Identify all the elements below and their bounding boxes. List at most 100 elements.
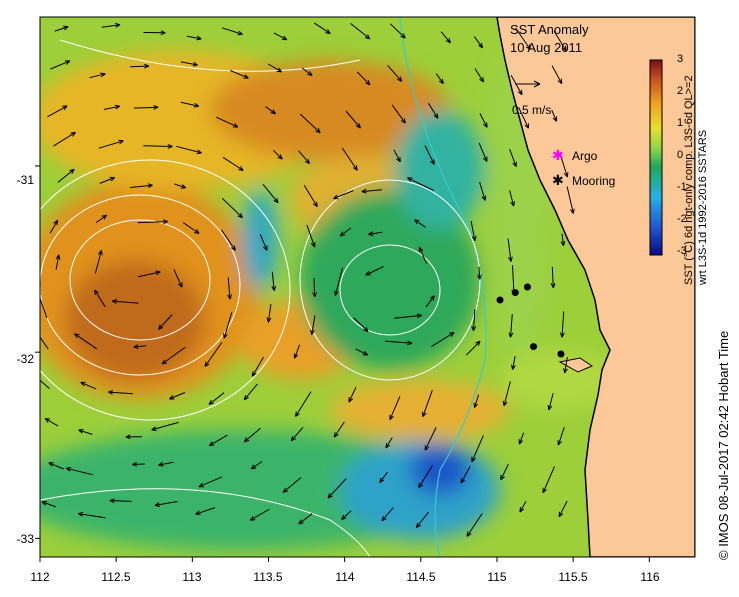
current-arrow xyxy=(182,222,200,234)
current-arrow xyxy=(267,63,283,73)
current-arrow xyxy=(460,466,471,484)
current-arrow xyxy=(40,379,50,389)
current-arrow xyxy=(298,513,313,525)
current-arrow xyxy=(431,332,455,348)
credit: © IMOS 08-Jul-2017 02:42 Hobart Time xyxy=(716,330,731,560)
current-arrow xyxy=(379,471,388,484)
current-arrow xyxy=(290,426,304,442)
current-arrow xyxy=(103,104,121,110)
current-arrow xyxy=(89,72,106,79)
current-arrow xyxy=(80,381,97,390)
current-arrow xyxy=(243,383,258,401)
current-arrow xyxy=(249,508,270,521)
current-arrow xyxy=(327,478,347,499)
x-tick: 113.5 xyxy=(253,570,283,584)
current-arrow xyxy=(415,511,429,529)
land xyxy=(496,17,695,557)
current-arrow xyxy=(215,116,239,128)
current-arrow xyxy=(345,110,361,129)
current-arrow xyxy=(77,511,106,519)
colorbar-tick: -1 xyxy=(677,181,687,193)
current-arrow xyxy=(470,220,477,241)
current-arrow xyxy=(551,65,563,85)
colorbar-tick: 2 xyxy=(677,85,684,97)
current-arrow xyxy=(95,214,108,224)
current-arrow xyxy=(424,145,435,165)
current-arrow xyxy=(180,61,198,67)
current-arrow xyxy=(301,67,313,76)
argo-symbol: ✱ xyxy=(552,147,564,163)
x-tick: 115.5 xyxy=(558,570,588,584)
colorbar-tick: 1 xyxy=(677,117,684,129)
x-tick: 115 xyxy=(487,570,507,584)
current-arrow xyxy=(425,295,435,308)
mooring-marker xyxy=(511,289,519,297)
colorbar-label-line1: SST (°C) 6d ngt-only comp. L3S-6d QL>=2 xyxy=(683,75,695,285)
current-arrow xyxy=(509,148,517,168)
current-arrow xyxy=(243,427,261,443)
current-arrow xyxy=(355,348,369,356)
current-arrow xyxy=(510,75,523,96)
ssh-contours xyxy=(40,39,481,557)
current-arrow xyxy=(133,105,159,110)
current-arrow xyxy=(143,143,173,149)
current-arrow xyxy=(132,461,145,467)
current-arrow xyxy=(515,27,531,50)
current-arrow xyxy=(112,299,139,304)
current-arrow xyxy=(272,149,283,160)
current-arrow xyxy=(53,131,76,147)
current-arrow xyxy=(381,507,394,522)
current-arrow xyxy=(65,466,94,476)
current-arrow xyxy=(310,315,316,335)
legend-argo-label: Argo xyxy=(572,149,598,163)
current-arrow xyxy=(384,340,413,346)
current-arrow xyxy=(519,501,527,513)
current-arrow xyxy=(471,308,477,332)
current-arrow xyxy=(94,289,106,308)
x-tick: 114 xyxy=(335,570,355,584)
current-arrow xyxy=(151,421,179,431)
current-arrow xyxy=(137,219,169,225)
current-vectors xyxy=(40,22,575,537)
current-arrow xyxy=(553,30,567,52)
current-arrow xyxy=(509,190,515,207)
mooring-marker xyxy=(496,296,504,304)
map-date: 10 Aug 2011 xyxy=(510,40,583,55)
mooring-symbol: ✱ xyxy=(552,172,564,188)
current-arrow xyxy=(479,182,487,201)
current-arrow xyxy=(306,224,316,248)
current-arrow xyxy=(298,150,310,165)
current-arrow xyxy=(208,392,225,405)
x-tick: 112 xyxy=(30,570,50,584)
current-arrow xyxy=(418,465,433,489)
current-arrow xyxy=(186,35,202,41)
current-arrow xyxy=(221,229,236,251)
current-arrow xyxy=(356,71,371,86)
current-arrow xyxy=(414,219,426,228)
current-arrow xyxy=(424,427,437,451)
current-arrow xyxy=(44,418,59,427)
current-arrow xyxy=(313,22,331,35)
current-arrow xyxy=(227,277,233,300)
current-arrow xyxy=(566,186,575,214)
current-arrow xyxy=(265,106,277,115)
current-arrow xyxy=(353,317,369,333)
mooring-marker xyxy=(523,283,531,291)
bathymetry-contour xyxy=(399,17,487,557)
current-arrow xyxy=(138,270,161,278)
current-arrow xyxy=(551,109,558,122)
current-arrow xyxy=(558,500,568,518)
current-arrow xyxy=(368,231,383,237)
x-tick: 113 xyxy=(182,570,202,584)
current-arrow xyxy=(473,36,484,49)
current-arrow xyxy=(41,501,56,508)
current-arrow xyxy=(78,429,93,435)
current-arrow xyxy=(341,510,352,521)
current-arrow xyxy=(563,357,568,374)
current-arrow xyxy=(130,183,153,189)
colorbar-label-line2: wrt L3S-1d 1992-2016 SSTARS xyxy=(697,129,709,285)
current-arrow xyxy=(385,437,393,449)
y-tick: -33 xyxy=(16,532,34,546)
current-arrow xyxy=(204,342,223,367)
